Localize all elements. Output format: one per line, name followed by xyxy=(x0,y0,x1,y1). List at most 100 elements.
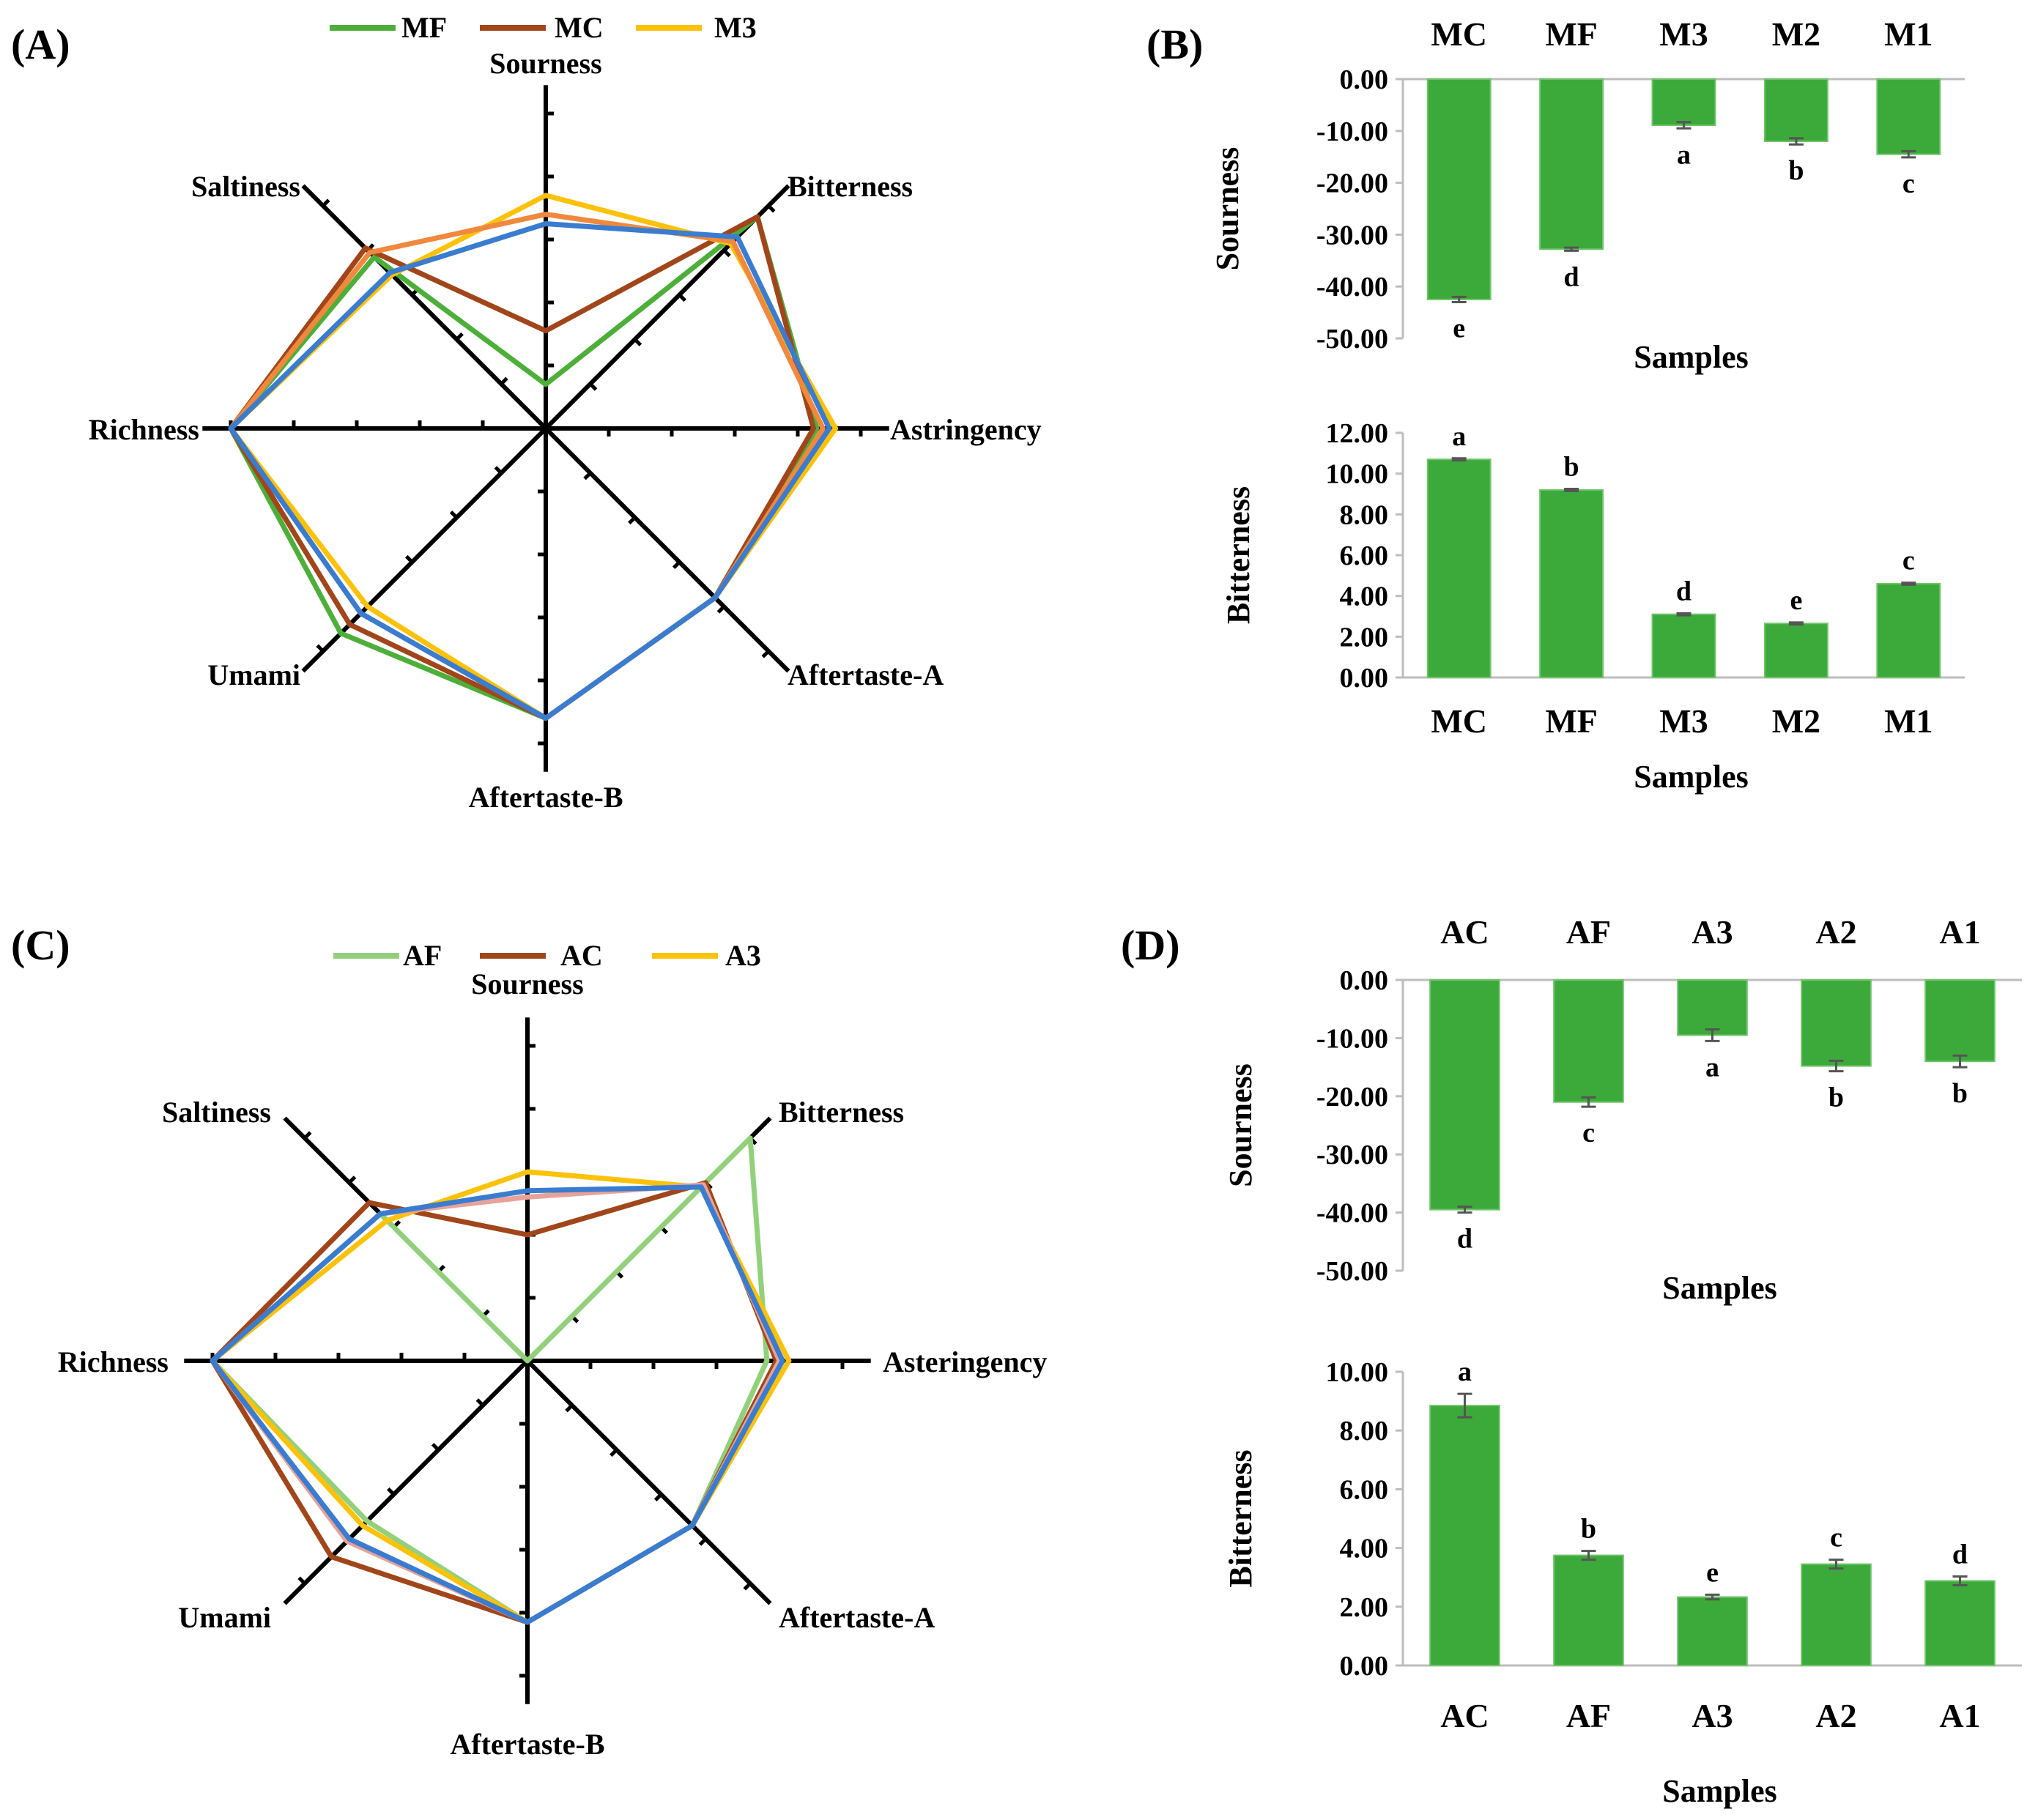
radar-axis-label-richness: Richness xyxy=(58,1345,168,1378)
legend-label-m3: M3 xyxy=(714,11,757,44)
radar-axis-tick xyxy=(431,1443,440,1452)
sourness-bar-chart-d: 0.00 -10.00 -20.00 -30.00 -40.00 -50.00 d AC c AF… xyxy=(1223,913,2022,1306)
y-axis-title: Bitterness xyxy=(1220,486,1256,624)
radar-axis-tick xyxy=(316,644,325,653)
y-tick-label: 8.00 xyxy=(1340,499,1389,530)
panel-label-d: (D) xyxy=(1121,921,1180,969)
significance-letter: c xyxy=(1830,1523,1842,1553)
category-label-m1: M1 xyxy=(1884,702,1933,740)
bar-m1 xyxy=(1876,582,1941,679)
significance-letter: b xyxy=(1788,155,1804,186)
bitterness-bar-chart-b: 0.00 2.00 4.00 6.00 8.00 10.00 12.00 a MC b MF d M3 e… xyxy=(1220,418,1965,795)
y-tick-label: 2.00 xyxy=(1340,1592,1389,1623)
y-tick-label: -30.00 xyxy=(1316,220,1388,250)
radar-axis-line xyxy=(301,184,548,431)
significance-letter: e xyxy=(1706,1557,1719,1588)
y-tick-label: -40.00 xyxy=(1316,272,1388,302)
y-tick-label: 10.00 xyxy=(1326,459,1389,490)
bar-ac xyxy=(1429,1405,1500,1666)
x-axis-title: Samples xyxy=(1662,1773,1776,1809)
bar-mc xyxy=(1426,78,1492,300)
significance-letter: d xyxy=(1952,1539,1968,1570)
y-tick-label: 0.00 xyxy=(1340,965,1389,996)
significance-letter: b xyxy=(1564,452,1579,483)
bar-m3 xyxy=(1651,78,1716,127)
y-axis-title: Sourness xyxy=(1223,1063,1259,1187)
panel-label-a: (A) xyxy=(11,21,70,68)
radar-axis-tick xyxy=(475,1398,484,1407)
legend-label-ac: AC xyxy=(560,939,603,972)
y-axis-title: Bitterness xyxy=(1223,1449,1259,1587)
category-label-mc: MC xyxy=(1431,15,1487,53)
radar-axis-tick xyxy=(761,650,770,658)
radar-axis-label-sourness: Sourness xyxy=(489,47,601,80)
category-label-a3: A3 xyxy=(1691,1697,1733,1734)
radar-axis-tick xyxy=(698,1537,708,1546)
bar-mf xyxy=(1539,78,1604,250)
radar-axis-tick xyxy=(678,293,686,302)
legend-label-mc: MC xyxy=(555,11,604,44)
radar-axis-label-umami: Umami xyxy=(207,658,300,691)
significance-letter: d xyxy=(1564,261,1579,292)
bar-a1 xyxy=(1924,979,1996,1063)
significance-letter: a xyxy=(1705,1052,1719,1082)
y-tick-label: 0.00 xyxy=(1340,1651,1389,1682)
category-label-af: AF xyxy=(1566,1697,1611,1734)
sourness-bar-chart-b: 0.00 -10.00 -20.00 -30.00 -40.00 -50.00 e MC d MF… xyxy=(1209,15,1965,375)
y-tick-label: -50.00 xyxy=(1316,1256,1388,1287)
y-axis-title: Sourness xyxy=(1209,147,1245,271)
radar-axis-tick xyxy=(500,376,508,385)
legend-label-a3: A3 xyxy=(725,939,761,972)
radar-axis-tick xyxy=(628,516,637,525)
radar-axis-label-saltiness: Saltiness xyxy=(191,170,300,203)
significance-letter: d xyxy=(1676,576,1691,606)
category-label-a3: A3 xyxy=(1691,913,1733,951)
category-label-m1: M1 xyxy=(1884,15,1933,53)
category-label-m2: M2 xyxy=(1772,15,1820,53)
bar-a3 xyxy=(1677,1596,1748,1666)
bar-mc xyxy=(1426,458,1492,679)
radar-axis-tick xyxy=(767,204,776,213)
y-tick-label: 0.00 xyxy=(1340,64,1389,95)
bitterness-bar-chart-d: 0.00 2.00 4.00 6.00 8.00 10.00 a AC b AF e A3 c A2 d A1… xyxy=(1223,1356,2022,1809)
bar-ac xyxy=(1429,979,1500,1211)
y-tick-label: -20.00 xyxy=(1316,1082,1388,1113)
radar-series-a3 xyxy=(210,1169,792,1625)
y-tick-label: 4.00 xyxy=(1340,1534,1389,1564)
radar-axis-line xyxy=(283,1359,530,1605)
y-tick-label: 10.00 xyxy=(1326,1357,1389,1388)
category-label-m2: M2 xyxy=(1772,702,1820,740)
category-label-a2: A2 xyxy=(1815,1697,1856,1734)
y-tick-label: 12.00 xyxy=(1326,418,1389,449)
x-axis-title: Samples xyxy=(1634,759,1748,795)
panel-label-b: (B) xyxy=(1146,21,1203,68)
category-label-mf: MF xyxy=(1545,15,1598,53)
radar-axis-label-aftertaste-b: Aftertaste-B xyxy=(451,1728,605,1761)
significance-letter: d xyxy=(1457,1224,1472,1255)
significance-letter: a xyxy=(1677,139,1691,170)
y-tick-label: -50.00 xyxy=(1316,324,1388,354)
y-tick-label: 0.00 xyxy=(1340,663,1389,694)
bar-a2 xyxy=(1801,1563,1872,1667)
radar-axis-label-aftertaste-b: Aftertaste-B xyxy=(469,781,623,814)
y-tick-label: -30.00 xyxy=(1316,1140,1388,1170)
radar-series-extra-3 xyxy=(210,1182,782,1625)
radar-axis-tick xyxy=(633,338,642,346)
radar-axis-label-umami: Umami xyxy=(178,1601,271,1634)
radar-axis-label-bitterness: Bitterness xyxy=(779,1096,904,1129)
x-axis-title: Samples xyxy=(1634,339,1748,375)
radar-axis-label-aftertaste-a: Aftertaste-A xyxy=(788,658,944,691)
radar-axis-label-astringency: Astringency xyxy=(890,413,1042,446)
radar-chart-c: Sourness Bitterness Asteringency Aftertaste… xyxy=(58,939,1048,1761)
radar-axis-label-richness: Richness xyxy=(89,413,199,446)
category-label-a1: A1 xyxy=(1939,1697,1980,1734)
radar-axis-tick xyxy=(494,466,503,475)
significance-letter: c xyxy=(1902,546,1915,576)
significance-letter: b xyxy=(1828,1082,1844,1113)
radar-axis-tick xyxy=(303,1131,312,1140)
radar-axis-label-sourness: Sourness xyxy=(471,967,583,1000)
radar-axis-line xyxy=(544,426,790,673)
category-label-m3: M3 xyxy=(1659,702,1708,740)
radar-series-extra-3 xyxy=(228,212,826,721)
